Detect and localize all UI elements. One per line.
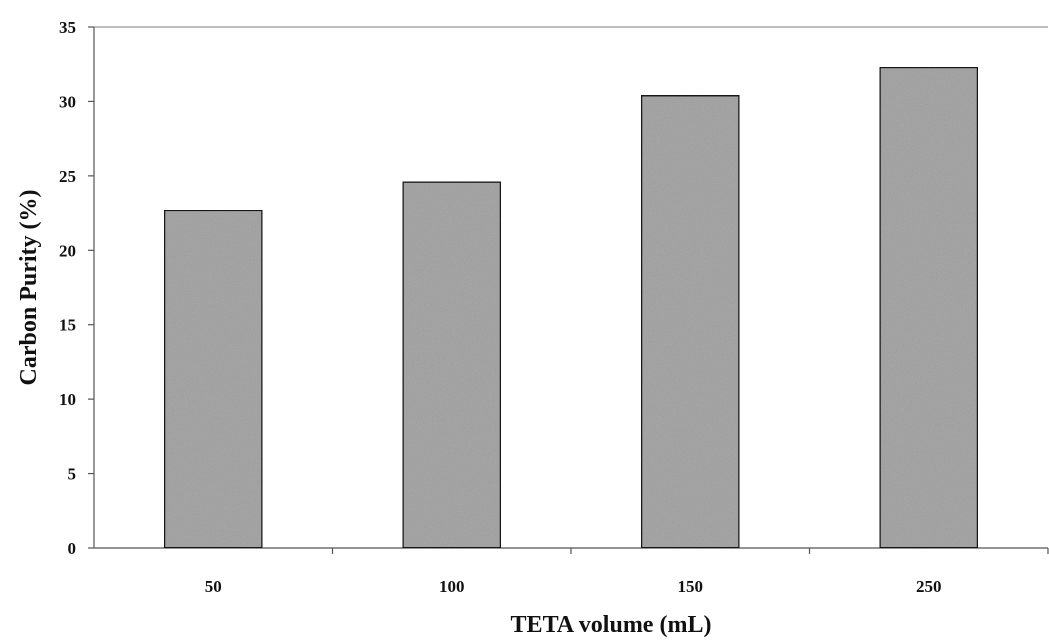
x-tick-label: 250 — [916, 577, 942, 596]
bar-series — [163, 66, 979, 550]
y-tick-label: 10 — [59, 390, 76, 409]
y-axis-ticks: 0 5 10 15 20 25 30 35 — [59, 18, 94, 558]
x-axis-ticks: 50 100 150 250 — [205, 548, 1049, 596]
bar-50 — [163, 209, 264, 549]
x-axis-title: TETA volume (mL) — [511, 612, 712, 638]
y-tick-label: 35 — [59, 18, 76, 37]
bar-250 — [878, 66, 979, 549]
y-tick-label: 20 — [59, 241, 76, 260]
bar-100 — [401, 180, 502, 549]
y-tick-label: 30 — [59, 92, 76, 111]
x-tick-label: 100 — [439, 577, 465, 596]
y-tick-label: 0 — [68, 539, 77, 558]
y-tick-label: 15 — [59, 316, 76, 335]
y-tick-label: 5 — [68, 465, 77, 484]
bar-150 — [640, 94, 741, 550]
y-axis-title: Carbon Purity (%) — [16, 190, 42, 386]
x-tick-label: 150 — [678, 577, 704, 596]
y-tick-label: 25 — [59, 167, 76, 186]
x-tick-label: 50 — [205, 577, 222, 596]
